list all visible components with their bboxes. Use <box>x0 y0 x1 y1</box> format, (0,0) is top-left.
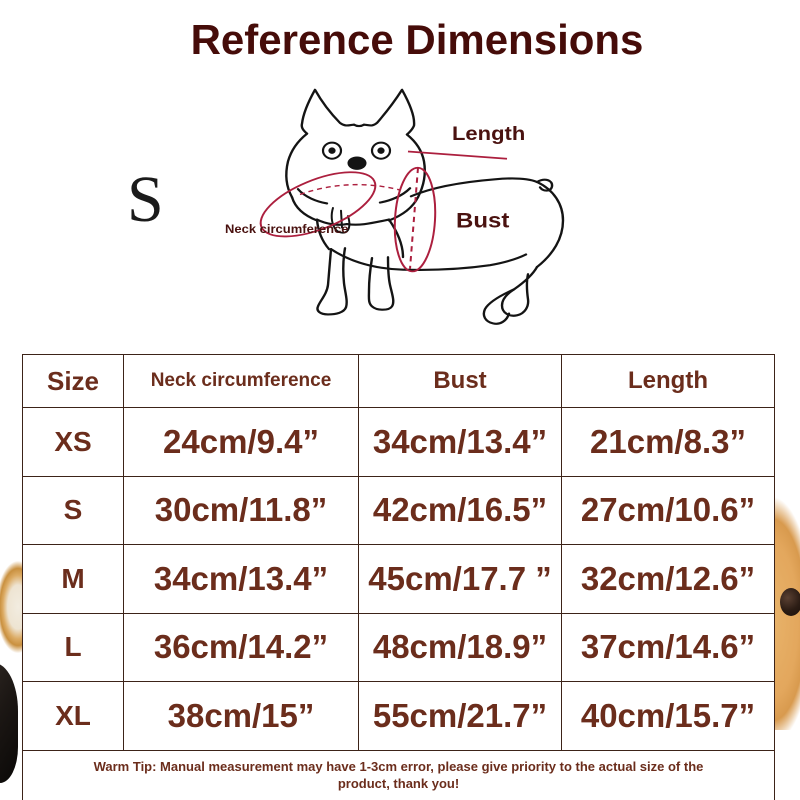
svg-text:Bust: Bust <box>456 208 510 233</box>
svg-text:Length: Length <box>452 123 525 145</box>
svg-text:Neck circumference: Neck circumference <box>225 223 349 236</box>
